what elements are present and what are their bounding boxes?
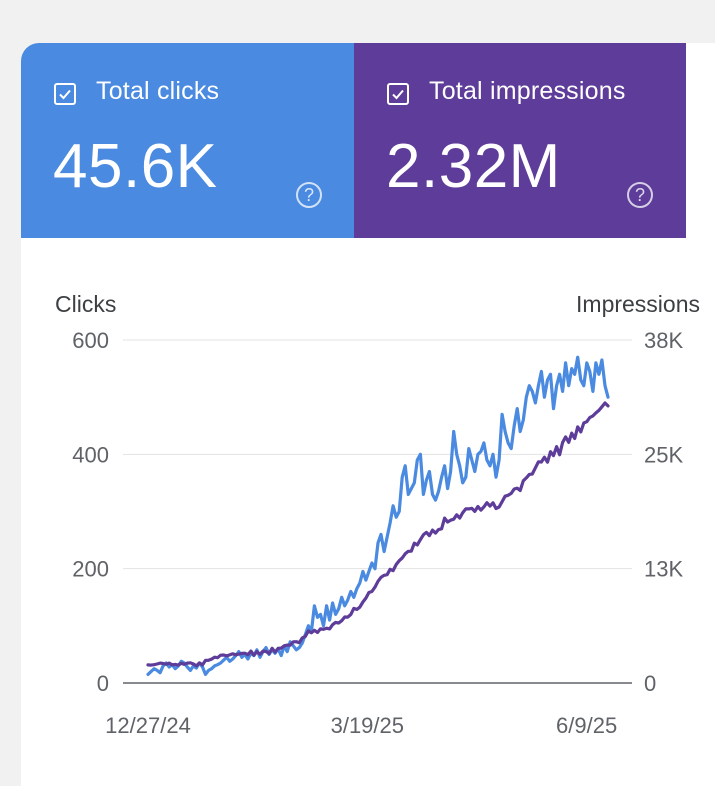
x-tick-label: 3/19/25 [331,713,404,738]
total-clicks-value: 45.6K [53,132,218,201]
total-impressions-tile[interactable]: Total impressions 2.32M ? [354,43,686,238]
performance-card: Total clicks 45.6K ? Total impressions 2… [21,43,715,786]
left-y-tick-label: 200 [72,557,109,582]
total-impressions-value: 2.32M [386,132,561,201]
right-y-tick-label: 0 [644,671,656,696]
x-tick-label: 6/9/25 [556,713,617,738]
total-clicks-label: Total clicks [96,77,220,105]
total-impressions-label: Total impressions [429,77,626,105]
right-y-tick-label: 38K [644,328,683,353]
checkbox-checked-icon[interactable] [54,83,76,105]
x-tick-label: 12/27/24 [105,713,191,738]
right-y-tick-label: 13K [644,557,683,582]
help-circle-icon[interactable]: ? [627,182,653,208]
impressions-series-line [146,401,610,668]
left-y-tick-label: 0 [97,671,109,696]
checkbox-checked-icon[interactable] [387,83,409,105]
left-y-tick-label: 600 [72,328,109,353]
total-clicks-tile[interactable]: Total clicks 45.6K ? [21,43,354,238]
right-axis-title: Impressions [576,291,700,317]
right-y-tick-label: 25K [644,442,683,467]
left-axis-title: Clicks [55,291,117,317]
clicks-series-line [146,355,610,677]
left-y-tick-label: 400 [72,442,109,467]
help-circle-icon[interactable]: ? [296,182,322,208]
